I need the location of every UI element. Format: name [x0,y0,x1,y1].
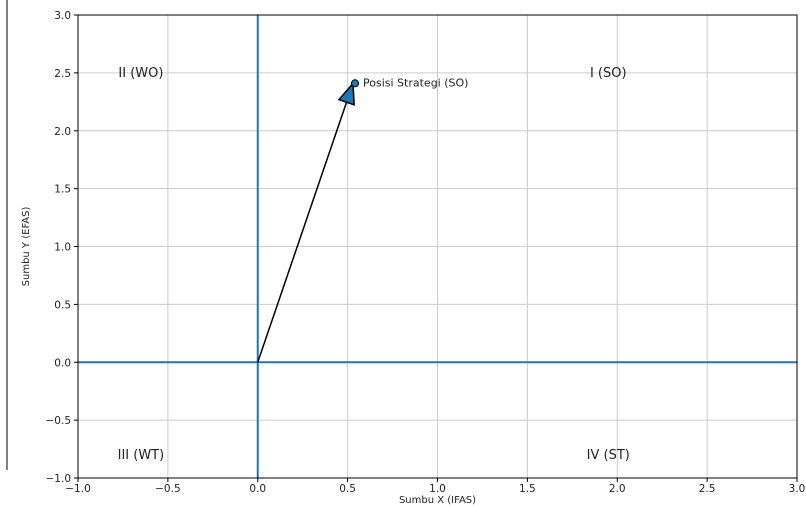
x-tick-label: 0.5 [339,483,356,495]
quadrant-label: III (WT) [118,448,165,463]
y-tick-label: 0.0 [54,357,71,369]
quadrant-label: IV (ST) [587,448,630,463]
quadrant-label: II (WO) [118,66,163,81]
y-tick-label: −1.0 [46,473,72,485]
x-tick-label: 2.5 [699,483,716,495]
strategy-arrow: Posisi Strategi (SO) [257,76,468,363]
x-axis-ticks: −1.0 −0.5 0.0 0.5 1.0 1.5 2.0 2.5 3.0 [65,478,805,495]
y-tick-label: 2.5 [54,68,71,80]
arrow-shaft [257,101,348,363]
y-tick-label: 1.0 [54,242,71,254]
x-tick-label: 2.0 [609,483,626,495]
x-tick-label: 3.0 [789,483,806,495]
y-tick-label: −0.5 [46,415,72,427]
x-tick-label: 1.5 [519,483,536,495]
quadrant-label: I (SO) [590,66,627,81]
y-axis-label: Sumbu Y (EFAS) [21,207,32,287]
x-tick-label: −1.0 [65,483,91,495]
quadrant-labels: II (WO) I (SO) III (WT) IV (ST) [118,66,630,463]
x-tick-label: 1.0 [429,483,446,495]
x-tick-label: 0.0 [249,483,266,495]
y-tick-label: 2.0 [54,126,71,138]
x-tick-label: −0.5 [155,483,181,495]
y-tick-label: 0.5 [54,299,71,311]
strategy-point [351,79,360,88]
strategy-point-label: Posisi Strategi (SO) [363,76,468,89]
reference-lines [78,15,797,478]
arrow-head [337,81,355,106]
y-tick-label: 3.0 [54,10,71,22]
x-axis-label: Sumbu X (IFAS) [399,495,476,506]
y-axis-ticks: −1.0 −0.5 0.0 0.5 1.0 1.5 2.0 2.5 3.0 [46,10,78,485]
y-tick-label: 1.5 [54,184,71,196]
